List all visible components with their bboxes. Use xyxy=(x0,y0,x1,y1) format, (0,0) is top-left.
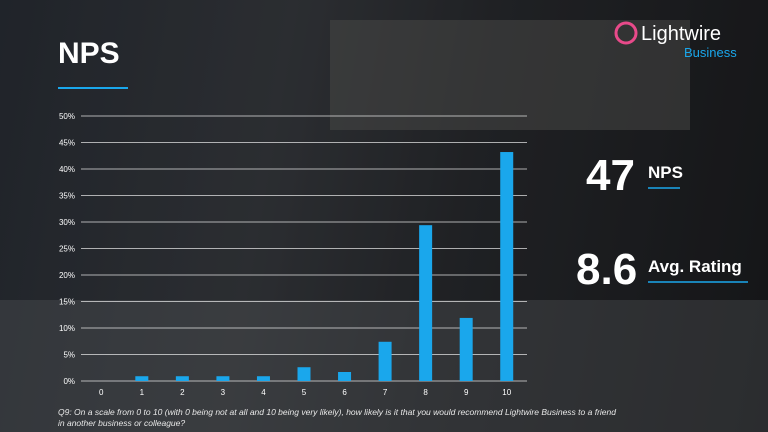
y-tick-label: 10% xyxy=(59,324,75,333)
y-tick-label: 25% xyxy=(59,245,75,254)
x-tick-label: 7 xyxy=(383,388,388,397)
logo-name: Lightwire xyxy=(641,23,721,45)
bar xyxy=(419,225,433,381)
kpi-label: Avg. Rating xyxy=(648,257,742,276)
bar xyxy=(297,367,311,381)
x-tick-label: 3 xyxy=(221,388,226,397)
bar xyxy=(216,376,230,381)
bar xyxy=(378,341,392,381)
y-tick-label: 35% xyxy=(59,192,75,201)
y-tick-label: 0% xyxy=(63,377,75,386)
bar xyxy=(459,317,473,381)
bar xyxy=(175,376,189,381)
kpi-label: NPS xyxy=(648,163,683,182)
x-tick-label: 4 xyxy=(261,388,266,397)
x-tick-label: 10 xyxy=(502,388,511,397)
y-tick-label: 40% xyxy=(59,165,75,174)
kpi-value: 8.6 xyxy=(576,245,637,294)
wall xyxy=(330,20,690,130)
y-tick-label: 30% xyxy=(59,218,75,227)
bar xyxy=(500,152,514,381)
y-tick-label: 15% xyxy=(59,298,75,307)
logo-sub: Business xyxy=(684,45,737,60)
x-tick-label: 8 xyxy=(423,388,428,397)
y-tick-label: 50% xyxy=(59,112,75,121)
footnote: Q9: On a scale from 0 to 10 (with 0 bein… xyxy=(58,407,616,428)
x-tick-label: 9 xyxy=(464,388,469,397)
kpi-value: 47 xyxy=(586,151,635,200)
x-tick-label: 2 xyxy=(180,388,185,397)
x-tick-label: 5 xyxy=(302,388,307,397)
slide-title: NPS xyxy=(58,37,120,70)
bar xyxy=(256,376,270,381)
logo-icon xyxy=(614,21,638,45)
x-tick-label: 6 xyxy=(342,388,347,397)
bar xyxy=(338,371,352,381)
y-tick-label: 45% xyxy=(59,139,75,148)
x-tick-label: 0 xyxy=(99,388,104,397)
y-tick-label: 5% xyxy=(63,351,75,360)
x-tick-label: 1 xyxy=(140,388,145,397)
bar xyxy=(135,376,149,381)
y-tick-label: 20% xyxy=(59,271,75,280)
